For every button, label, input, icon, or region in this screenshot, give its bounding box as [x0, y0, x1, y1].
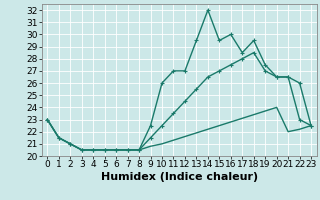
X-axis label: Humidex (Indice chaleur): Humidex (Indice chaleur)	[100, 172, 258, 182]
